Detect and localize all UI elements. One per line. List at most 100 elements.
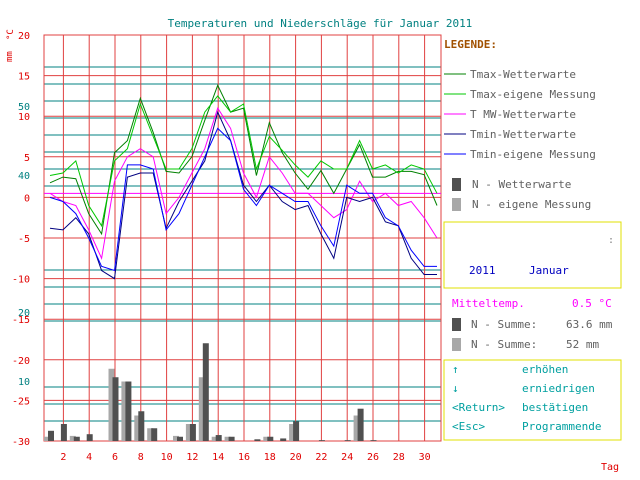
x-axis-label: Tag xyxy=(601,462,619,473)
mm-tick-label: 40 xyxy=(18,171,30,182)
y-tick-label: -30 xyxy=(12,437,30,448)
plot-frame xyxy=(43,34,442,442)
legend-bar-item: N - eigene Messung xyxy=(472,198,591,211)
series-line xyxy=(49,106,438,260)
bar-wetterwarte xyxy=(228,436,235,441)
bar-eigene xyxy=(289,424,296,441)
x-tick-label: 12 xyxy=(186,452,198,463)
help-action: erniedrigen xyxy=(522,382,595,395)
y-tick-label: -20 xyxy=(12,356,30,367)
sum2-swatch xyxy=(452,338,461,351)
legend-item: Tmin-eigene Messung xyxy=(470,148,596,161)
legend-item: Tmin-Wetterwarte xyxy=(470,128,576,141)
bar-wetterwarte xyxy=(318,440,325,441)
period-year: 2011 xyxy=(469,264,496,277)
series-line xyxy=(49,95,438,228)
legend-heading: LEGENDE: xyxy=(444,38,497,51)
y-tick-label: 15 xyxy=(18,72,30,83)
bar-wetterwarte xyxy=(48,430,54,441)
x-tick-label: 6 xyxy=(112,452,118,463)
bar-eigene xyxy=(211,436,218,441)
mm-tick-label: 10 xyxy=(18,377,30,388)
period-marker: : xyxy=(608,235,614,246)
bar-eigene xyxy=(44,436,50,441)
y-tick-label: 10 xyxy=(18,112,30,123)
bar-wetterwarte xyxy=(151,428,158,441)
series-line xyxy=(49,84,438,236)
bar-eigene xyxy=(185,424,192,441)
x-tick-label: 18 xyxy=(264,452,276,463)
bar-wetterwarte xyxy=(293,421,300,441)
x-tick-label: 20 xyxy=(290,452,302,463)
bar-wetterwarte xyxy=(344,440,351,441)
x-tick-label: 16 xyxy=(238,452,250,463)
temp-axis-label: °C xyxy=(6,29,16,40)
bar-wetterwarte xyxy=(60,424,67,441)
bar-wetterwarte xyxy=(254,439,261,441)
bar-wetterwarte xyxy=(73,436,80,441)
bar-wetterwarte xyxy=(177,436,183,441)
y-tick-label: 20 xyxy=(18,31,30,42)
help-action: erhöhen xyxy=(522,363,568,376)
bar-eigene xyxy=(121,381,128,441)
y-tick-label: -15 xyxy=(12,315,30,326)
x-tick-labels: 2 4 6 8 10 12 14 16 18 20 22 24 26 28 30 xyxy=(60,452,430,463)
bar-eigene xyxy=(198,377,205,441)
bar-wetterwarte xyxy=(86,434,93,441)
stats: Mitteltemp. 0.5 °C N - Summe: 63.6 mm N … xyxy=(452,297,613,351)
sum1-label: N - Summe: xyxy=(471,318,537,331)
bar-eigene xyxy=(224,436,231,441)
period-box: : 2011 Januar xyxy=(443,221,622,289)
temperature-lines xyxy=(49,84,438,280)
grid xyxy=(43,34,442,442)
bar-wetterwarte xyxy=(280,438,287,441)
help-box-border xyxy=(443,359,622,441)
x-tick-label: 26 xyxy=(367,452,379,463)
bar-eigene xyxy=(147,428,154,441)
bar-wetterwarte xyxy=(215,435,222,441)
period-box-border xyxy=(443,221,622,289)
x-tick-label: 2 xyxy=(60,452,66,463)
sum1-value: 63.6 mm xyxy=(566,318,613,331)
help-key: ↑ xyxy=(452,363,459,376)
legend-bar-swatch xyxy=(452,198,461,211)
legend-item: T MW-Wetterwarte xyxy=(470,108,576,121)
mean-temp-label: Mitteltemp. xyxy=(452,297,525,310)
bar-wetterwarte xyxy=(112,377,119,441)
bar-eigene xyxy=(108,368,115,441)
bar-eigene xyxy=(134,415,141,441)
sum2-value: 52 mm xyxy=(566,338,599,351)
x-tick-label: 10 xyxy=(161,452,173,463)
bar-wetterwarte xyxy=(202,343,209,441)
help-box: ↑ erhöhen ↓ erniedrigen <Return> bestätigen <E… xyxy=(443,359,622,441)
chart-title: Temperaturen und Niederschläge für Janua… xyxy=(168,17,473,30)
x-tick-label: 22 xyxy=(315,452,327,463)
bar-wetterwarte xyxy=(125,381,132,441)
series-line xyxy=(49,127,437,272)
y-tick-label: -10 xyxy=(12,275,30,286)
y-tick-label: 0 xyxy=(24,193,30,204)
help-action: bestätigen xyxy=(522,401,588,414)
help-key: <Esc> xyxy=(452,420,485,433)
help-action: Programmende xyxy=(522,420,601,433)
x-tick-label: 8 xyxy=(138,452,144,463)
bar-eigene xyxy=(69,435,76,441)
y-tick-label: 5 xyxy=(24,153,30,164)
mm-tick-label: 50 xyxy=(18,102,30,113)
x-tick-label: 4 xyxy=(86,452,92,463)
bar-eigene xyxy=(173,435,179,441)
sum1-swatch xyxy=(452,318,461,331)
y-tick-label: -5 xyxy=(18,234,30,245)
legend-item: Tmax-Wetterwarte xyxy=(470,68,576,81)
mm-axis-label: mm xyxy=(5,51,15,62)
bar-eigene xyxy=(353,415,360,441)
legend-bar-item: N - Wetterwarte xyxy=(472,178,571,191)
legend-bar-swatch xyxy=(452,178,461,191)
legend-item: Tmax-eigene Messung xyxy=(470,88,596,101)
y-tick-label: -25 xyxy=(12,396,30,407)
x-tick-label: 30 xyxy=(419,452,431,463)
bar-wetterwarte xyxy=(138,411,145,441)
series-line xyxy=(49,110,437,280)
